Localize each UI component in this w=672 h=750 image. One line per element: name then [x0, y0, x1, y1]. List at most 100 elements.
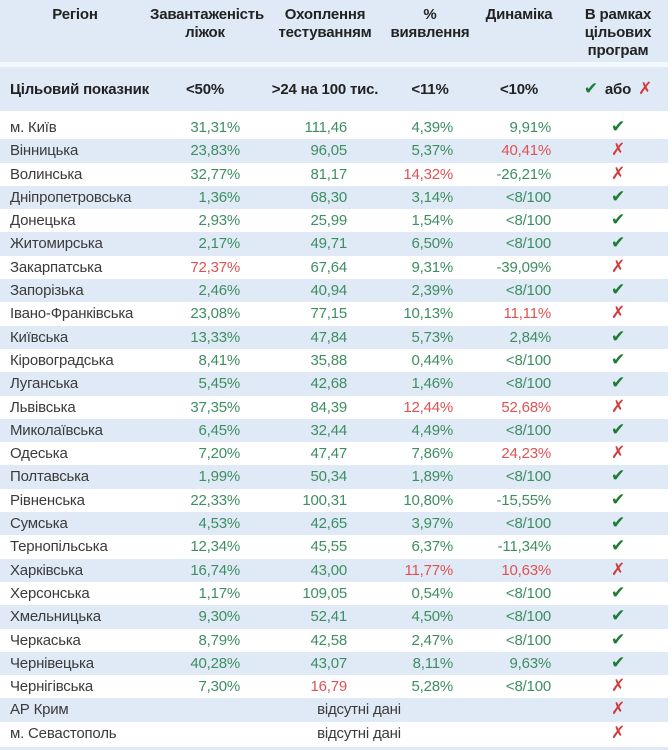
- target-bed-threshold: <50%: [186, 80, 224, 98]
- value-cell: 52,41: [310, 608, 347, 626]
- check-icon: ✔: [610, 606, 626, 627]
- value-cell: 9,31%: [411, 258, 453, 276]
- value-cell: 1,46%: [411, 375, 453, 393]
- value-cell: 1,36%: [198, 188, 240, 206]
- table-row: Донецька 2,93% 25,99 1,54% <8/100 ✔: [0, 209, 668, 232]
- value-cell: 2,93%: [198, 212, 240, 230]
- value-cell: 8,11%: [412, 654, 454, 672]
- region-name: Закарпатська: [10, 258, 102, 276]
- check-icon: ✔: [610, 117, 626, 137]
- value-cell: 81,17: [310, 165, 347, 183]
- value-cell: 23,83%: [190, 142, 240, 160]
- region-name: Рівненська: [10, 491, 85, 509]
- region-name: Чернівецька: [10, 654, 94, 672]
- value-cell: 1,17%: [198, 584, 240, 602]
- value-cell: 67,64: [310, 258, 347, 276]
- legend-or-label: або: [604, 80, 632, 98]
- header-separator: [0, 62, 668, 67]
- region-name: м. Київ: [10, 119, 57, 136]
- value-cell: 52,68%: [501, 398, 551, 416]
- value-cell: 1,89%: [411, 468, 453, 486]
- region-name: Хмельницька: [10, 608, 101, 626]
- value-cell: <8/100: [505, 375, 551, 393]
- value-cell: 3,97%: [411, 515, 453, 533]
- value-cell: <8/100: [505, 351, 551, 369]
- value-cell: 16,74%: [190, 561, 240, 579]
- value-cell: 8,41%: [198, 351, 240, 369]
- value-cell: -26,21%: [496, 165, 552, 183]
- cross-icon: ✗: [610, 396, 626, 417]
- check-icon: ✔: [610, 349, 626, 370]
- value-cell: 10,63%: [501, 561, 551, 579]
- region-name: Херсонська: [10, 584, 90, 602]
- value-cell: 13,33%: [190, 328, 240, 346]
- region-name: Чернігівська: [10, 678, 94, 696]
- value-cell: 72,37%: [190, 258, 240, 276]
- table-row: Луганська 5,45% 42,68 1,46% <8/100 ✔: [0, 372, 668, 396]
- region-name: м. Севастополь: [10, 724, 117, 742]
- value-cell: 43,00: [310, 561, 347, 579]
- value-cell: 4,53%: [198, 515, 240, 533]
- header-bed-occupancy: Завантаженість ліжок: [150, 6, 264, 41]
- value-cell: <8/100: [505, 188, 551, 206]
- value-cell: 7,20%: [198, 445, 240, 463]
- check-icon: ✔: [610, 536, 626, 557]
- check-icon: ✔: [610, 186, 626, 207]
- table-header-row: Регіон Завантаженість ліжок Охоплення те…: [0, 0, 668, 62]
- value-cell: <8/100: [505, 282, 551, 300]
- region-name: Дніпропетровська: [10, 188, 132, 206]
- value-cell: <8/100: [505, 235, 551, 253]
- cross-icon: ✗: [610, 559, 626, 580]
- region-name: Донецька: [10, 212, 76, 230]
- value-cell: <8/100: [505, 212, 551, 230]
- cross-icon: ✗: [610, 676, 626, 697]
- value-cell: <8/100: [505, 468, 551, 486]
- region-name: Полтавська: [10, 468, 89, 486]
- table-rows: м. Київ 31,31% 111,46 4,39% 9,91% ✔ Вінницька 2…: [0, 116, 668, 745]
- value-cell: 47,47: [310, 445, 347, 463]
- value-cell: 43,07: [310, 654, 347, 672]
- value-cell: 11,11%: [503, 305, 552, 323]
- target-indicator-row: Цільовий показник <50% >24 на 100 тис. <…: [0, 67, 668, 111]
- value-cell: 7,86%: [411, 445, 453, 463]
- value-cell: 9,63%: [509, 654, 551, 672]
- value-cell: 49,71: [310, 235, 347, 253]
- table-row: Рівненська 22,33% 100,31 10,80% -15,55% ✔: [0, 489, 668, 512]
- table-row: Полтавська 1,99% 50,34 1,89% <8/100 ✔: [0, 465, 668, 489]
- check-icon: ✔: [610, 582, 626, 603]
- value-cell: 12,34%: [190, 538, 240, 556]
- region-name: Київська: [10, 328, 69, 346]
- table-row: Сумська 4,53% 42,65 3,97% <8/100 ✔: [0, 512, 668, 536]
- value-cell: 4,50%: [411, 608, 453, 626]
- header-detection-rate: % виявлення: [390, 6, 470, 41]
- value-cell: <8/100: [505, 584, 551, 602]
- value-cell: 32,77%: [190, 165, 240, 183]
- region-name: АР Крим: [10, 701, 69, 719]
- table-row: Харківська 16,74% 43,00 11,77% 10,63% ✗: [0, 558, 668, 582]
- value-cell: 12,44%: [403, 398, 453, 416]
- region-name: Львівська: [10, 398, 76, 416]
- check-icon: ✔: [610, 652, 626, 673]
- value-cell: 1,99%: [198, 468, 240, 486]
- missing-data-cell: відсутні дані: [317, 724, 401, 742]
- value-cell: 37,35%: [190, 398, 240, 416]
- value-cell: 6,50%: [411, 235, 453, 253]
- check-icon: ✔: [610, 629, 626, 650]
- check-icon: ✔: [610, 466, 626, 487]
- cross-icon: ✗: [610, 303, 626, 324]
- value-cell: 5,28%: [411, 678, 453, 696]
- value-cell: 42,65: [310, 515, 347, 533]
- target-detection-threshold: <11%: [411, 80, 449, 98]
- region-name: Миколаївська: [10, 421, 103, 439]
- table-row: Дніпропетровська 1,36% 68,30 3,14% <8/100 ✔: [0, 185, 668, 210]
- region-name: Вінницька: [10, 142, 79, 160]
- region-name: Одеська: [10, 445, 68, 463]
- value-cell: 7,30%: [198, 678, 240, 696]
- value-cell: 45,55: [310, 538, 347, 556]
- region-name: Житомирська: [10, 235, 103, 253]
- check-icon: ✔: [610, 326, 626, 347]
- table-row: Івано-Франківська 23,08% 77,15 10,13% 11,11%…: [0, 302, 668, 325]
- target-rows-gap: [0, 111, 668, 116]
- region-name: Харківська: [10, 561, 83, 579]
- cross-icon: ✗: [610, 140, 626, 161]
